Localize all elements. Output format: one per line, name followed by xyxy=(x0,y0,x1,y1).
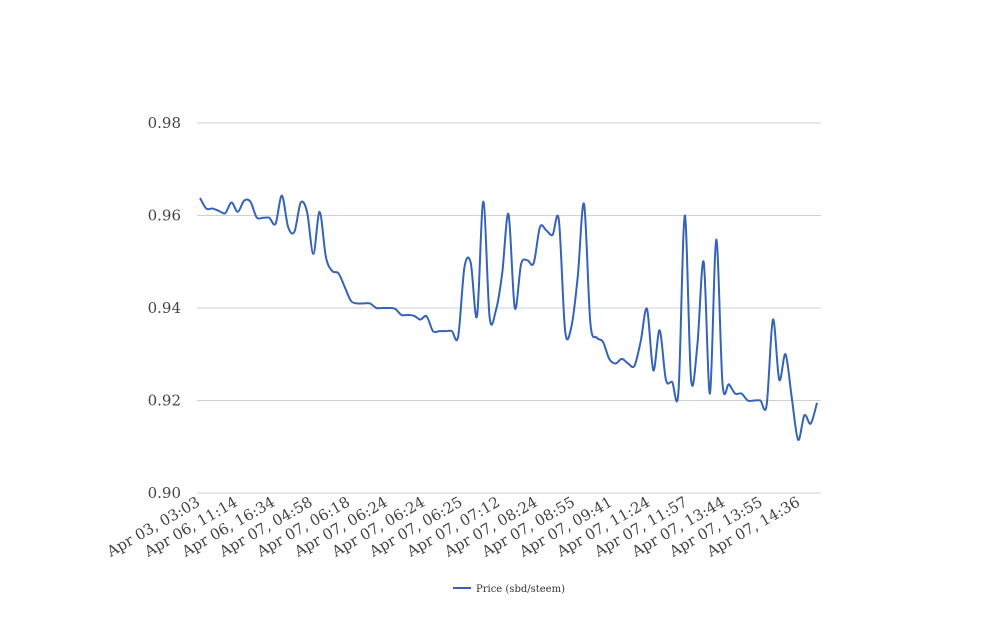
y-tick-label: 0.92 xyxy=(148,392,181,410)
series-lines xyxy=(199,194,818,441)
y-tick-label: 0.98 xyxy=(148,114,181,132)
legend: Price (sbd/steem) xyxy=(453,584,565,595)
legend-label: Price (sbd/steem) xyxy=(476,584,565,595)
series-line-price xyxy=(199,194,818,441)
y-tick-label: 0.90 xyxy=(148,484,181,502)
y-tick-label: 0.96 xyxy=(148,207,181,225)
y-tick-label: 0.94 xyxy=(148,299,181,317)
gridlines xyxy=(197,122,821,494)
y-axis-ticks: 0.90 0.92 0.94 0.96 0.98 xyxy=(148,114,181,502)
